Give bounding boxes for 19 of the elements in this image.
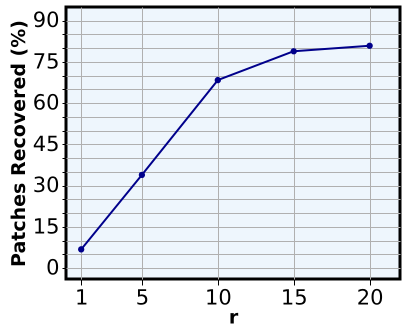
y-tick-label: 60 [32,90,60,115]
point [290,48,297,54]
point [366,42,373,49]
y-tick-label: 15 [32,214,60,238]
y-tick-label: 0 [46,256,60,280]
x-tick-label: 10 [204,286,232,310]
x-tick-label: 15 [280,286,308,310]
x-axis-title: r [228,306,239,328]
y-tick-label: 90 [32,8,60,32]
y-tick-label: 75 [32,49,60,74]
point [78,246,84,252]
y-tick-label: 30 [32,173,60,198]
point [214,76,221,84]
point [138,172,146,178]
x-tick-label: 20 [356,286,384,310]
y-tick-label: 45 [32,132,60,156]
x-tick-label: 5 [136,286,150,310]
x-tick-label: 1 [74,286,88,310]
y-axis-title: Patches Recovered (%) [8,20,30,267]
